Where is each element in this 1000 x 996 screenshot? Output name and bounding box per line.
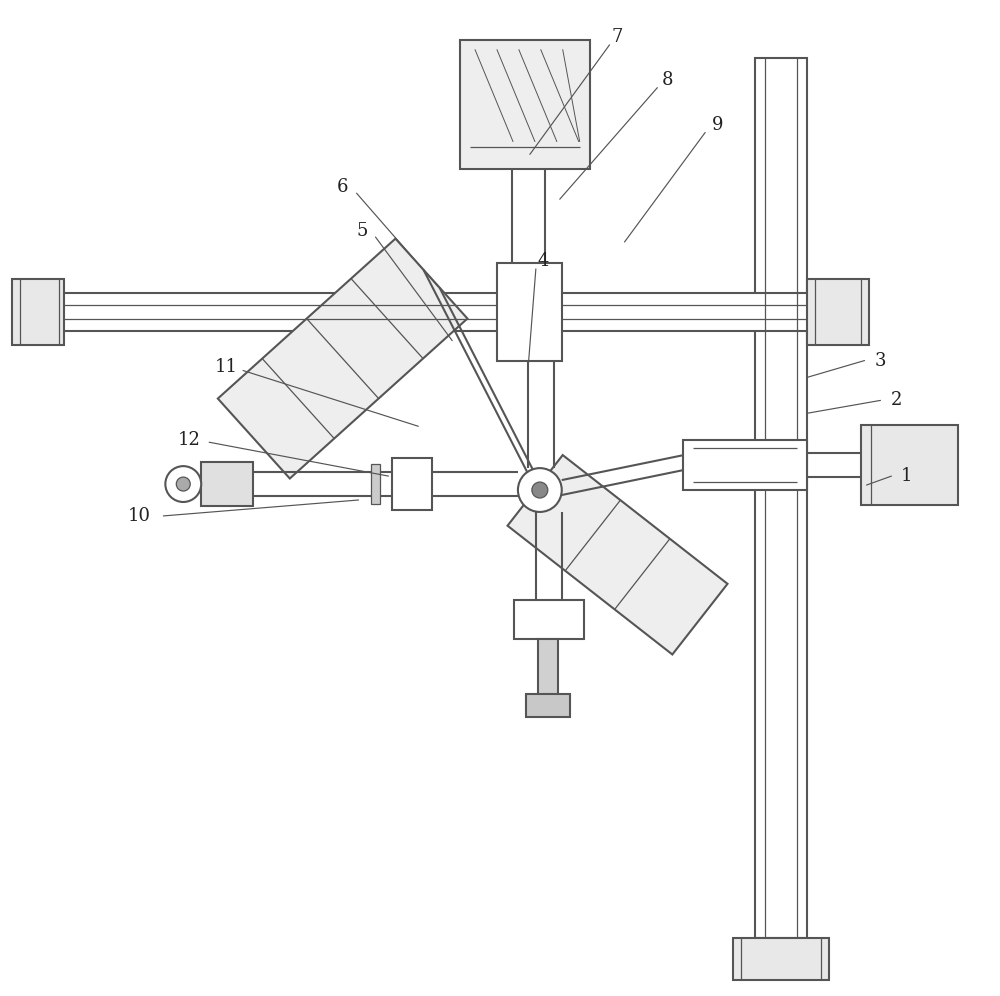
Polygon shape (861, 425, 958, 505)
Circle shape (165, 466, 201, 502)
Polygon shape (497, 263, 562, 361)
Text: 2: 2 (891, 391, 902, 409)
Polygon shape (218, 239, 467, 478)
Polygon shape (683, 440, 807, 490)
Polygon shape (62, 293, 859, 331)
Text: 5: 5 (357, 222, 368, 240)
Text: 8: 8 (662, 71, 673, 89)
Polygon shape (201, 462, 253, 506)
Text: 7: 7 (612, 28, 623, 46)
Polygon shape (12, 279, 64, 345)
Text: 6: 6 (337, 178, 348, 196)
Text: 11: 11 (215, 358, 238, 375)
Text: 1: 1 (901, 467, 912, 485)
Circle shape (518, 468, 562, 512)
Polygon shape (460, 40, 590, 169)
Text: 9: 9 (711, 116, 723, 133)
Circle shape (176, 477, 190, 491)
Polygon shape (807, 279, 869, 345)
Text: 10: 10 (128, 507, 151, 525)
Polygon shape (733, 938, 829, 980)
Text: 12: 12 (178, 431, 201, 449)
Text: 3: 3 (875, 352, 886, 370)
Bar (371, 464, 380, 504)
Polygon shape (508, 455, 728, 654)
Polygon shape (392, 458, 432, 510)
Polygon shape (755, 58, 807, 938)
Polygon shape (514, 600, 584, 639)
Circle shape (532, 482, 548, 498)
Polygon shape (526, 694, 570, 717)
Polygon shape (538, 639, 558, 695)
Text: 4: 4 (537, 252, 549, 270)
